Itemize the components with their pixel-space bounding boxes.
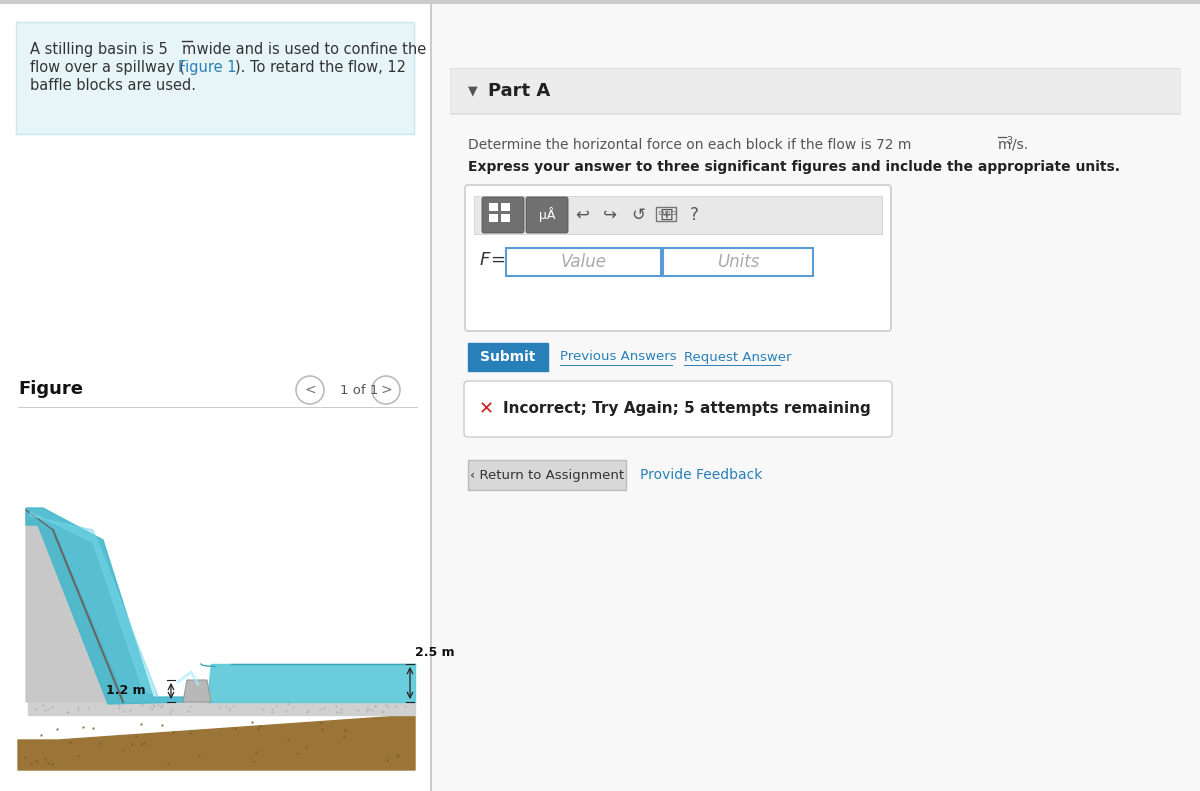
Text: Units: Units	[716, 253, 760, 271]
Text: ↪: ↪	[604, 206, 617, 224]
Text: Submit: Submit	[480, 350, 535, 364]
FancyBboxPatch shape	[506, 248, 661, 276]
Text: ⊞: ⊞	[659, 206, 673, 224]
Bar	[656, 207, 676, 221]
Text: ↩: ↩	[575, 206, 589, 224]
FancyBboxPatch shape	[468, 460, 626, 490]
Bar	[450, 68, 1180, 69]
FancyBboxPatch shape	[482, 197, 524, 233]
Bar	[430, 4, 432, 791]
Polygon shape	[18, 715, 415, 770]
Bar	[0, 4, 432, 791]
Text: ✕: ✕	[479, 400, 493, 418]
FancyBboxPatch shape	[466, 185, 890, 331]
Polygon shape	[182, 680, 211, 702]
FancyBboxPatch shape	[526, 197, 568, 233]
Text: F: F	[480, 251, 491, 269]
Text: Previous Answers: Previous Answers	[560, 350, 677, 364]
Text: Figure 1: Figure 1	[178, 60, 236, 75]
Bar	[490, 214, 498, 222]
Text: Express your answer to three significant figures and include the appropriate uni: Express your answer to three significant…	[468, 160, 1120, 174]
Polygon shape	[28, 702, 415, 715]
Text: 1.2 m: 1.2 m	[107, 684, 146, 698]
Text: m: m	[182, 42, 197, 57]
Bar	[490, 203, 498, 211]
Text: Figure: Figure	[18, 380, 83, 398]
Polygon shape	[26, 510, 124, 702]
Text: Value: Value	[560, 253, 606, 271]
Text: μÅ: μÅ	[539, 207, 556, 222]
Text: flow over a spillway (: flow over a spillway (	[30, 60, 185, 75]
Text: ‹ Return to Assignment: ‹ Return to Assignment	[470, 468, 624, 482]
Polygon shape	[26, 508, 185, 704]
Text: Part A: Part A	[488, 82, 551, 100]
Text: ↺: ↺	[631, 206, 644, 224]
Bar	[450, 68, 1180, 114]
FancyBboxPatch shape	[464, 381, 892, 437]
Circle shape	[296, 376, 324, 404]
Bar	[18, 407, 418, 408]
Bar	[0, 0, 1200, 4]
Text: 1 of 1: 1 of 1	[340, 384, 378, 396]
Text: <: <	[304, 383, 316, 397]
Bar	[450, 113, 1180, 114]
FancyBboxPatch shape	[662, 248, 814, 276]
Text: =: =	[490, 251, 505, 269]
Bar	[432, 4, 1200, 791]
Polygon shape	[30, 512, 158, 696]
Text: wide and is used to confine the: wide and is used to confine the	[192, 42, 426, 57]
Bar	[502, 203, 510, 211]
Text: Determine the horizontal force on each block if the flow is 72 m: Determine the horizontal force on each b…	[468, 138, 911, 152]
Bar	[659, 211, 662, 214]
Text: Request Answer: Request Answer	[684, 350, 792, 364]
Text: Incorrect; Try Again; 5 attempts remaining: Incorrect; Try Again; 5 attempts remaini…	[503, 402, 871, 417]
Text: 2.5 m: 2.5 m	[415, 646, 455, 659]
Text: 3: 3	[1006, 136, 1012, 146]
Text: baffle blocks are used.: baffle blocks are used.	[30, 78, 196, 93]
Bar	[474, 196, 882, 234]
Bar	[502, 214, 510, 222]
FancyBboxPatch shape	[468, 343, 548, 371]
Text: ). To retard the flow, 12: ). To retard the flow, 12	[235, 60, 406, 75]
Circle shape	[372, 376, 400, 404]
Bar	[671, 211, 674, 214]
Text: ▼: ▼	[468, 85, 478, 97]
Text: A stilling basin is 5: A stilling basin is 5	[30, 42, 173, 57]
FancyBboxPatch shape	[16, 22, 414, 134]
Text: ?: ?	[690, 206, 698, 224]
Text: >: >	[380, 383, 392, 397]
Text: Provide Feedback: Provide Feedback	[640, 468, 762, 482]
Bar	[665, 211, 670, 214]
Polygon shape	[208, 664, 415, 702]
Text: m: m	[998, 138, 1012, 152]
Text: /s.: /s.	[1012, 138, 1028, 152]
